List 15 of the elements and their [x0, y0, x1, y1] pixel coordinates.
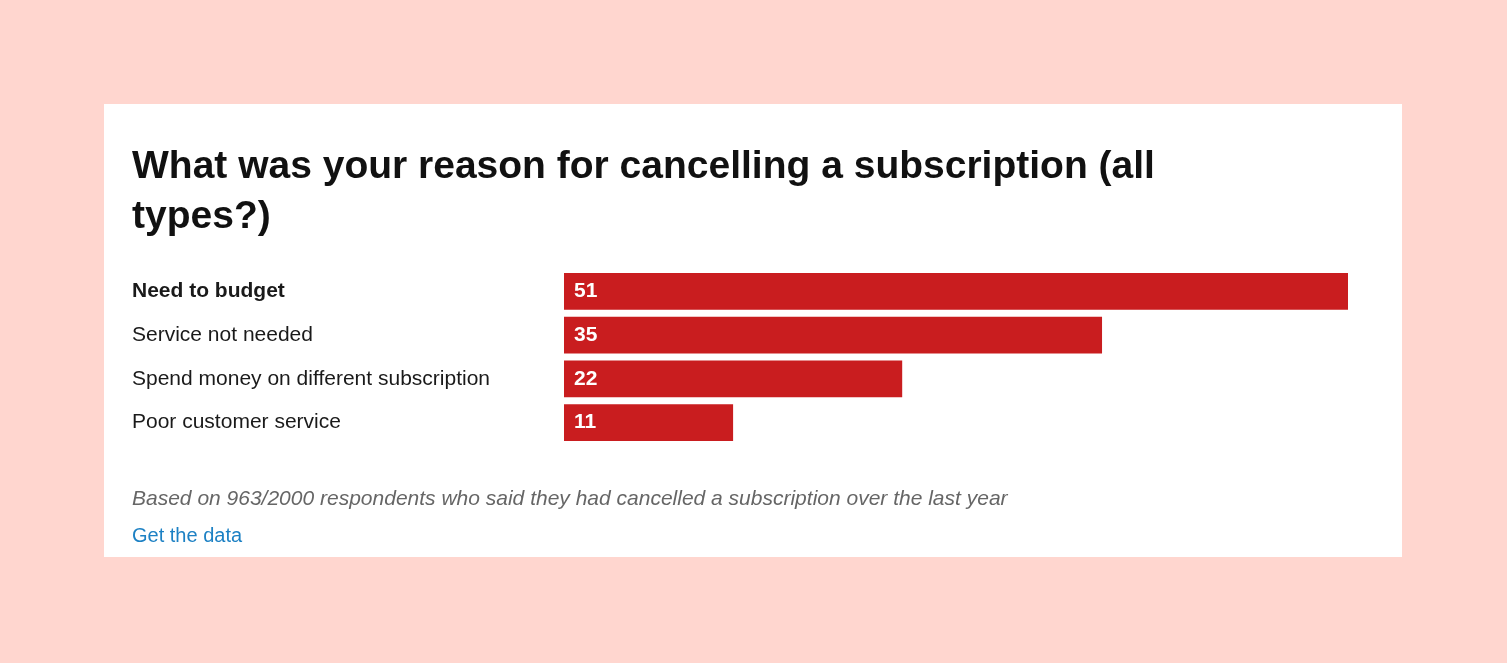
data-label: 22	[574, 365, 598, 389]
y-tick-label: Need to budget	[132, 278, 285, 302]
data-label: 35	[574, 321, 598, 345]
bar	[564, 273, 1348, 310]
y-tick-label: Service not needed	[132, 321, 313, 345]
text: Based on 963/2000 respondents who said they had cancelled a subscription over the last year	[132, 486, 1008, 510]
text: Get the data	[132, 524, 243, 547]
data-label: 51	[574, 278, 598, 302]
data-label: 11	[574, 409, 597, 433]
y-tick-label: Spend money on different subscription	[132, 365, 491, 389]
y-tick-label: Poor customer service	[132, 409, 341, 433]
bar	[564, 404, 734, 441]
bar	[564, 360, 903, 398]
bar	[564, 316, 1103, 354]
chart-title: What was your reason for cancelling a subscription (all types?)	[132, 142, 1156, 238]
